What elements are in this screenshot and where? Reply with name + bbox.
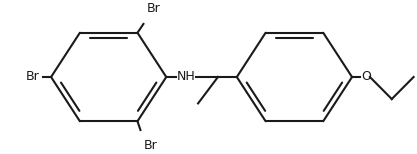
Text: NH: NH [177, 71, 196, 83]
Text: Br: Br [146, 2, 160, 15]
Text: O: O [361, 71, 371, 83]
Text: Br: Br [25, 71, 39, 83]
Text: Br: Br [143, 139, 157, 152]
